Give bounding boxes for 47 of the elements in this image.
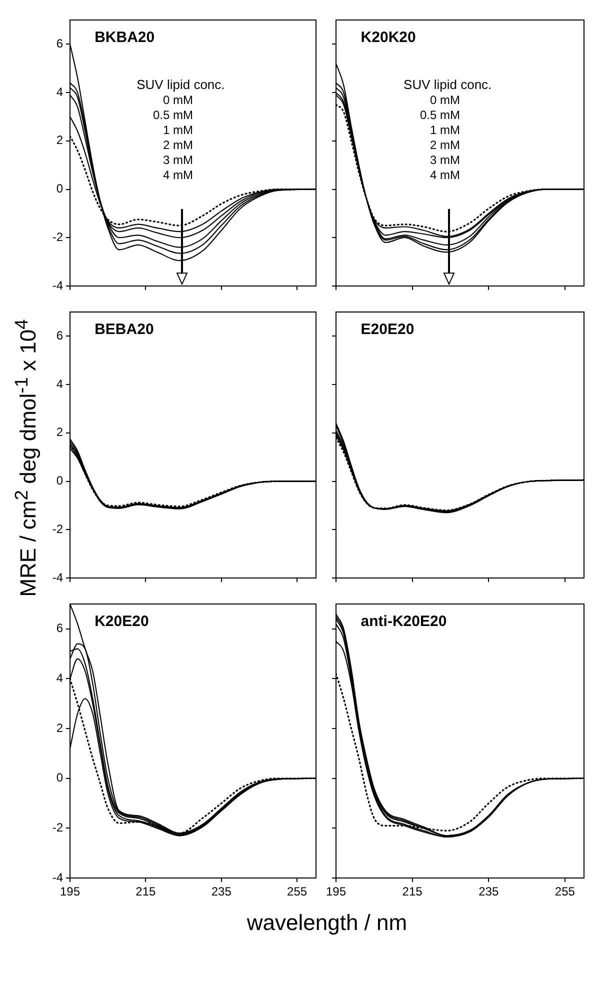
- annotation: SUV lipid conc.: [136, 77, 225, 92]
- annotation: 0 mM: [163, 93, 194, 108]
- annotation: 2 mM: [430, 138, 460, 152]
- x-tick-label: 255: [287, 884, 308, 899]
- annotation: 4 mM: [163, 168, 194, 182]
- annotation: 0.5 mM: [420, 108, 460, 122]
- annotation: 1 mM: [163, 123, 194, 138]
- y-tick-label: -4: [52, 278, 64, 292]
- y-tick-label: -2: [52, 820, 64, 834]
- x-tick-label: 215: [136, 884, 156, 899]
- text: BKBA20: [94, 29, 155, 46]
- x-tick-label: 195: [60, 884, 80, 899]
- y-tick-label: 2: [56, 425, 64, 440]
- x-tick-label: 195: [326, 884, 346, 899]
- y-tick-label: 0: [56, 182, 64, 196]
- y-tick-label: 6: [56, 621, 64, 636]
- x-tick-label: 235: [211, 884, 232, 899]
- annotation: 2 mM: [163, 138, 194, 152]
- y-tick-label: 4: [56, 671, 64, 686]
- y-tick-label: 6: [56, 328, 64, 342]
- annotation: SUV lipid conc.: [404, 77, 492, 92]
- y-tick-label: 2: [56, 720, 64, 735]
- annotation: 1 mM: [430, 123, 460, 138]
- text: BEBA20: [94, 321, 154, 338]
- annotation: 3 mM: [430, 153, 460, 168]
- y-tick-label: 4: [56, 376, 64, 391]
- x-tick-label: 235: [478, 884, 499, 899]
- y-tick-label: -4: [52, 570, 64, 584]
- y-tick-label: 4: [56, 84, 64, 99]
- annotation: 0 mM: [430, 93, 460, 108]
- x-axis-title: wavelength / nm: [246, 910, 408, 936]
- text: K20K20: [360, 29, 416, 46]
- annotation: 0.5 mM: [152, 108, 193, 122]
- y-tick-label: -2: [52, 230, 64, 244]
- text: K20E20: [94, 613, 149, 630]
- y-tick-label: 0: [56, 474, 64, 488]
- y-tick-label: -2: [52, 522, 64, 536]
- x-tick-label: 215: [402, 884, 423, 899]
- y-tick-label: 0: [56, 770, 64, 785]
- annotation: 4 mM: [430, 168, 460, 182]
- text: anti-K20E20: [360, 613, 447, 630]
- y-tick-label: 6: [56, 36, 64, 50]
- y-tick-label: -4: [52, 870, 64, 884]
- text: E20E20: [360, 321, 414, 338]
- y-tick-label: 2: [56, 133, 64, 148]
- annotation: 3 mM: [163, 153, 194, 168]
- x-tick-label: 255: [554, 884, 576, 899]
